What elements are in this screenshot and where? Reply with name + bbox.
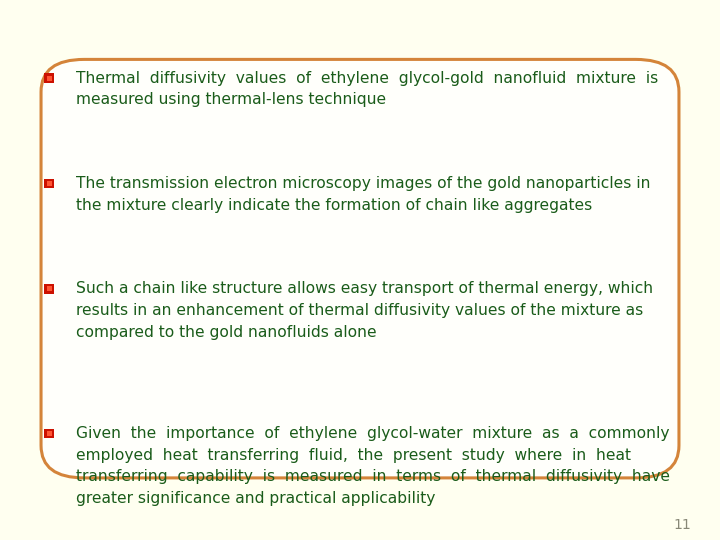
Text: 11: 11 [673, 518, 691, 532]
Text: Given  the  importance  of  ethylene  glycol-water  mixture  as  a  commonly: Given the importance of ethylene glycol-… [76, 426, 669, 441]
FancyBboxPatch shape [45, 284, 54, 294]
FancyBboxPatch shape [45, 429, 54, 438]
FancyBboxPatch shape [47, 431, 52, 436]
Text: greater significance and practical applicability: greater significance and practical appli… [76, 491, 435, 506]
Text: transferring  capability  is  measured  in  terms  of  thermal  diffusivity  hav: transferring capability is measured in t… [76, 469, 670, 484]
FancyBboxPatch shape [45, 73, 54, 83]
Text: Such a chain like structure allows easy transport of thermal energy, which: Such a chain like structure allows easy … [76, 281, 653, 296]
Text: measured using thermal-lens technique: measured using thermal-lens technique [76, 92, 386, 107]
FancyBboxPatch shape [47, 287, 52, 292]
Text: compared to the gold nanofluids alone: compared to the gold nanofluids alone [76, 325, 377, 340]
FancyBboxPatch shape [47, 76, 52, 80]
Text: employed  heat  transferring  fluid,  the  present  study  where  in  heat: employed heat transferring fluid, the pr… [76, 448, 631, 463]
FancyBboxPatch shape [41, 59, 679, 478]
Text: The transmission electron microscopy images of the gold nanoparticles in: The transmission electron microscopy ima… [76, 176, 650, 191]
Text: Thermal  diffusivity  values  of  ethylene  glycol-gold  nanofluid  mixture  is: Thermal diffusivity values of ethylene g… [76, 71, 658, 86]
Text: the mixture clearly indicate the formation of chain like aggregates: the mixture clearly indicate the formati… [76, 198, 592, 213]
FancyBboxPatch shape [45, 179, 54, 188]
FancyBboxPatch shape [47, 181, 52, 186]
Text: results in an enhancement of thermal diffusivity values of the mixture as: results in an enhancement of thermal dif… [76, 303, 643, 318]
